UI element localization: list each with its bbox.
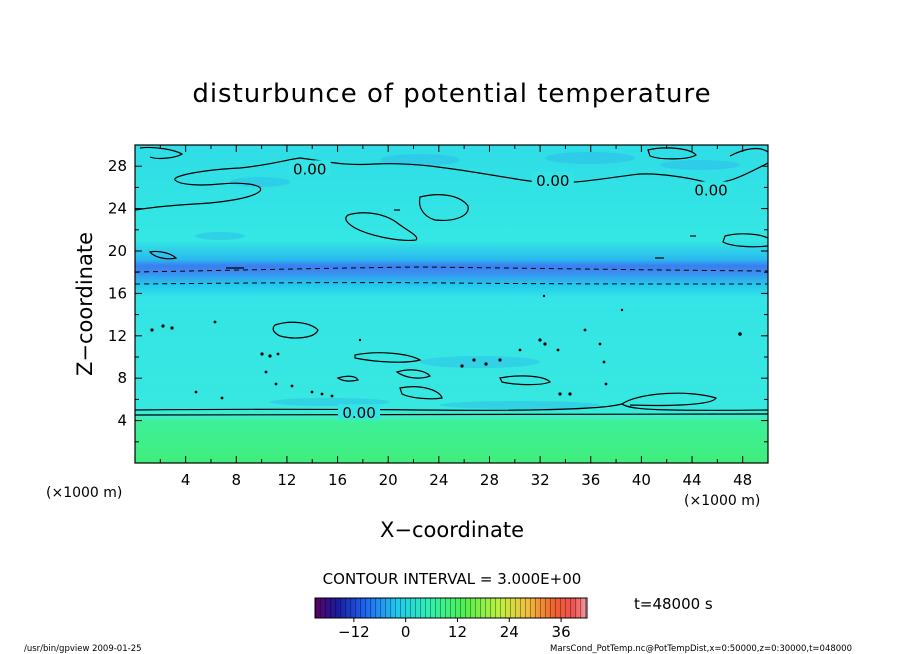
x-tick-label: 48 (733, 471, 752, 489)
x-tick-label: 28 (480, 471, 499, 489)
colorbar-tick-label: 12 (448, 623, 467, 641)
x-tick-label: 12 (277, 471, 296, 489)
contour-label-bg (690, 181, 733, 197)
x-tick-label: 40 (632, 471, 651, 489)
y-tick-label: 24 (108, 200, 127, 218)
chart-title: disturbunce of potential temperature (192, 79, 711, 109)
x-unit-left: (×1000 m) (46, 485, 122, 501)
y-axis-label: Z−coordinate (73, 232, 97, 376)
x-axis-label: X−coordinate (380, 518, 524, 542)
contour-label: 0.00 (536, 172, 569, 190)
y-axis: 4 8 12 16 20 24 28 (108, 157, 768, 443)
y-tick-label: 20 (108, 242, 127, 260)
x-tick-label: 8 (232, 471, 242, 489)
field-patches (195, 152, 740, 409)
y-tick-label: 16 (108, 284, 127, 302)
colorbar-tick-label: 36 (552, 623, 571, 641)
x-axis: 4 8 12 16 20 24 28 32 36 40 44 48 (159, 145, 752, 489)
x-tick-label: 24 (429, 471, 448, 489)
time-label: t=48000 s (634, 595, 713, 613)
y-tick-label: 8 (117, 369, 127, 387)
colorbar-tick-label: −12 (338, 623, 370, 641)
x-tick-label: 4 (181, 471, 191, 489)
x-tick-label: 44 (682, 471, 701, 489)
plot-frame (134, 144, 769, 464)
contour-label: 0.00 (694, 182, 727, 200)
y-tick-label: 28 (108, 157, 127, 175)
colorbar: −12 0 12 24 36 (314, 597, 588, 641)
colorbar-ticks: −12 0 12 24 36 (338, 618, 571, 641)
contour-label: 0.00 (342, 404, 375, 422)
contour-interval: CONTOUR INTERVAL = 3.000E+00 (323, 570, 582, 588)
colorbar-tick-label: 24 (500, 623, 519, 641)
contour-label-bg (531, 171, 574, 187)
y-tick-label: 12 (108, 327, 127, 345)
x-tick-label: 20 (379, 471, 398, 489)
footer-right: MarsCond_PotTemp.nc@PotTempDist,x=0:5000… (550, 644, 852, 654)
contour-label-bg (288, 160, 331, 176)
colorbar-stripes (315, 598, 587, 618)
x-unit-right: (×1000 m) (684, 493, 760, 509)
colorbar-tick-label: 0 (401, 623, 411, 641)
contour-label: 0.00 (293, 160, 326, 178)
contour-fragments (150, 294, 742, 400)
x-tick-label: 32 (531, 471, 550, 489)
plot-area: 0.00 0.00 0.00 0.00 (135, 145, 768, 463)
negative-contours (135, 266, 768, 285)
x-tick-label: 36 (581, 471, 600, 489)
contour-labels: 0.00 0.00 0.00 0.00 (288, 160, 733, 422)
y-tick-label: 4 (117, 412, 127, 430)
x-tick-label: 16 (328, 471, 347, 489)
footer-left: /usr/bin/gpview 2009-01-25 (24, 644, 142, 654)
contour-label-bg (338, 404, 381, 420)
colorbar-frame (314, 597, 588, 619)
